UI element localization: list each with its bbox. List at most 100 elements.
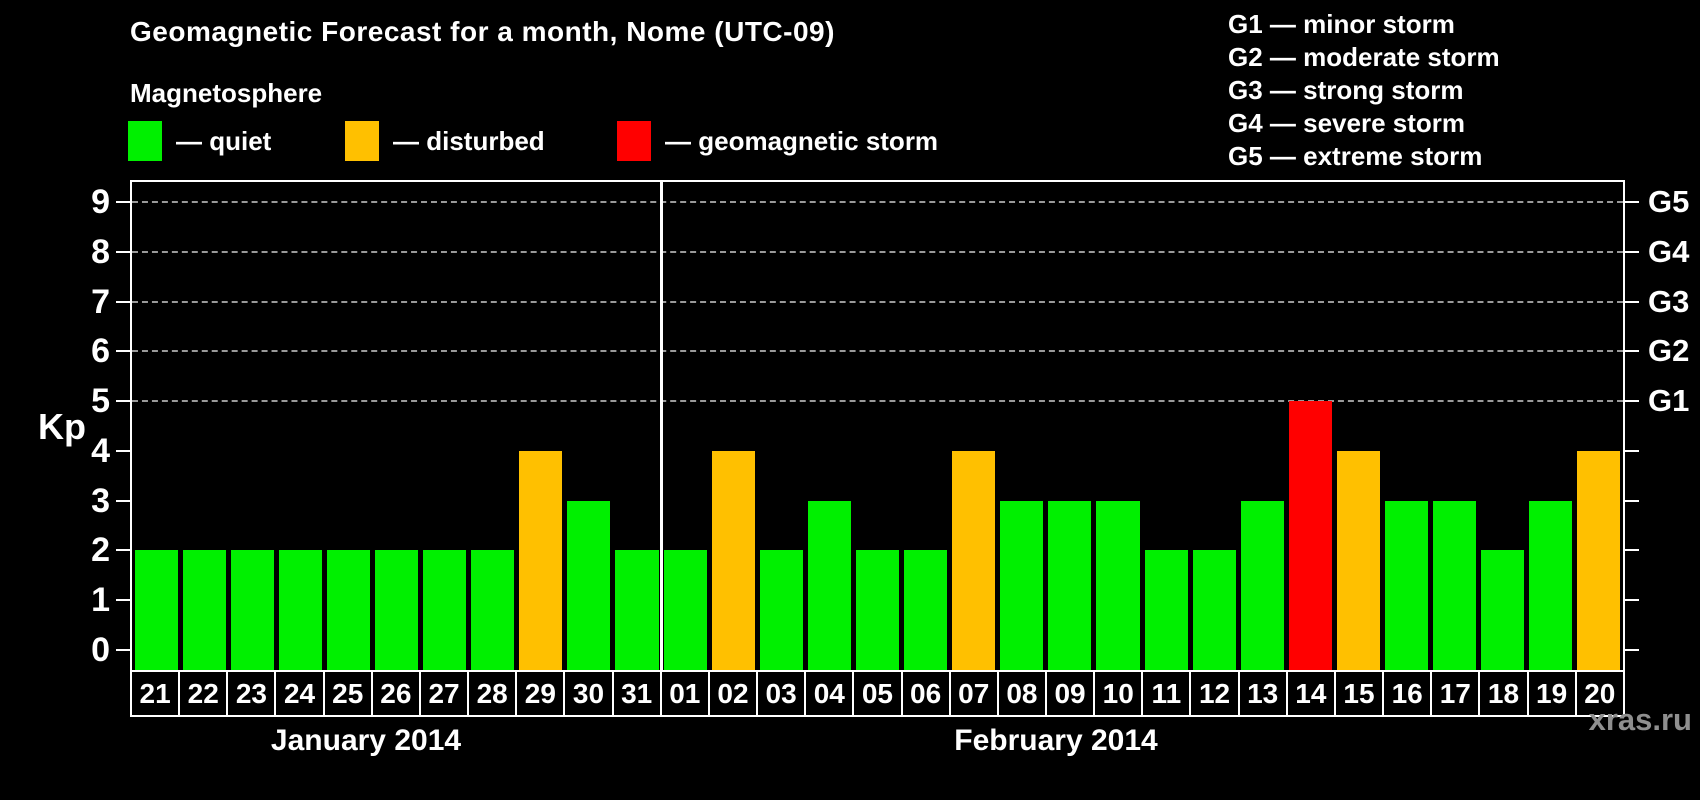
storm-scale-legend: G1 — minor storm G2 — moderate storm G3 … (1228, 8, 1500, 173)
day-label-cell: 24 (276, 672, 325, 715)
g3-legend-line: G3 — strong storm (1228, 75, 1464, 105)
kp-bar-day-25 (326, 550, 370, 670)
day-label-cell: 21 (132, 672, 181, 715)
kp-bar-day-02 (711, 450, 755, 670)
kp-bar-day-13 (1240, 500, 1284, 670)
gridline-kp7 (132, 300, 1623, 303)
right-tick-kp1 (1625, 599, 1639, 602)
legend-label-storm: — geomagnetic storm (665, 125, 939, 156)
day-label-cell: 31 (614, 672, 662, 715)
kp-bar-day-04 (807, 500, 851, 670)
kp-bar-day-22 (182, 550, 226, 670)
left-tick-kp4 (116, 449, 130, 452)
right-tick-kp0 (1625, 649, 1639, 651)
month-label-january: January 2014 (270, 724, 462, 757)
right-tick-kp8 (1625, 250, 1639, 253)
y-tick-label-4: 4 (91, 431, 110, 470)
day-label-cell: 29 (517, 672, 566, 715)
right-tick-kp2 (1625, 549, 1639, 552)
gridline-kp8 (132, 250, 1623, 253)
kp-bar-day-01 (663, 550, 707, 670)
day-label-cell: 26 (373, 672, 421, 715)
kp-bar-day-24 (278, 550, 322, 670)
day-label-cell: 13 (1240, 672, 1288, 715)
kp-bar-day-19 (1529, 500, 1573, 670)
kp-bar-day-03 (759, 550, 803, 670)
y-tick-label-9: 9 (91, 183, 110, 221)
kp-bar-day-09 (1048, 500, 1092, 670)
kp-bar-day-26 (374, 550, 419, 670)
right-tick-kp9 (1625, 201, 1639, 203)
right-axis-label-G1: G1 (1648, 383, 1690, 419)
day-label-cell: 20 (1584, 677, 1616, 709)
day-label-cell: 05 (854, 672, 903, 715)
right-axis-label-G2: G2 (1648, 333, 1690, 369)
day-label-cell: 18 (1480, 672, 1529, 715)
day-label-cell: 30 (565, 672, 614, 715)
y-tick-label-0: 0 (91, 631, 110, 669)
gridline-kp9 (132, 201, 1623, 203)
left-tick-kp5 (116, 400, 130, 403)
kp-bar-day-05 (855, 550, 900, 670)
g4-legend-line: G4 — severe storm (1228, 108, 1466, 138)
kp-bar-day-23 (230, 550, 274, 670)
day-label-cell: 12 (1191, 672, 1240, 715)
page-title: Geomagnetic Forecast for a month, Nome (… (130, 16, 835, 47)
day-label-cell: 15 (1336, 672, 1385, 715)
left-tick-kp3 (116, 499, 130, 502)
right-axis-label-G3: G3 (1648, 283, 1690, 319)
kp-bar-day-20 (1577, 450, 1621, 670)
kp-bar-day-08 (1000, 500, 1044, 670)
day-label-cell: 04 (806, 672, 855, 715)
y-tick-label-8: 8 (91, 232, 110, 271)
kp-bar-day-12 (1192, 550, 1236, 670)
right-tick-kp6 (1625, 350, 1639, 353)
kp-bar-day-29 (519, 450, 563, 670)
right-tick-kp7 (1625, 300, 1639, 303)
disturbed-color-swatch (345, 121, 379, 161)
day-label-cell: 14 (1288, 672, 1336, 715)
day-label-cell: 19 (1529, 672, 1577, 715)
x-axis-day-labels: 21 22 23 24 25 26 27 28 29 30 31 01 02 03 04 05 06 07 08 09… (130, 670, 1625, 717)
kp-bar-day-10 (1096, 500, 1140, 670)
legend-item-disturbed: — disturbed (345, 120, 545, 162)
day-label-cell: 07 (951, 672, 999, 715)
left-tick-kp7 (116, 300, 130, 303)
magnetosphere-label: Magnetosphere (130, 78, 323, 108)
quiet-color-swatch (128, 121, 162, 161)
kp-bar-day-07 (952, 450, 996, 670)
month-separator (659, 182, 663, 670)
day-label-cell: 02 (710, 672, 759, 715)
left-tick-kp6 (116, 350, 130, 353)
g5-legend-line: G5 — extreme storm (1228, 141, 1483, 171)
day-label-cell: 27 (421, 672, 470, 715)
kp-bar-day-14 (1288, 401, 1332, 670)
right-tick-kp5 (1625, 400, 1639, 403)
kp-bar-day-18 (1481, 550, 1525, 670)
left-tick-kp2 (116, 549, 130, 552)
kp-bar-day-16 (1385, 500, 1429, 670)
day-label-cell: 25 (325, 672, 373, 715)
kp-bar-day-17 (1433, 500, 1477, 670)
kp-bar-day-28 (471, 550, 515, 670)
legend-item-storm: — geomagnetic storm (617, 120, 938, 162)
y-tick-label-6: 6 (91, 332, 110, 371)
legend-label-disturbed: — disturbed (393, 125, 545, 156)
y-tick-label-2: 2 (91, 531, 110, 570)
plot-area (130, 180, 1625, 670)
day-label-cell: 10 (1095, 672, 1144, 715)
y-axis-label: Kp (38, 406, 86, 447)
right-axis-label-G4: G4 (1648, 233, 1690, 269)
watermark: xras.ru (1588, 702, 1692, 737)
day-label-cell: 17 (1432, 672, 1481, 715)
legend-label-quiet: — quiet (176, 125, 272, 156)
right-tick-kp3 (1625, 499, 1639, 502)
left-tick-kp1 (116, 599, 130, 602)
month-label-february: February 2014 (954, 724, 1158, 757)
right-tick-kp4 (1625, 449, 1639, 452)
gridline-kp5 (132, 400, 1623, 403)
day-label-cell: 09 (1047, 672, 1096, 715)
kp-bar-day-06 (904, 550, 948, 670)
g2-legend-line: G2 — moderate storm (1228, 42, 1500, 72)
